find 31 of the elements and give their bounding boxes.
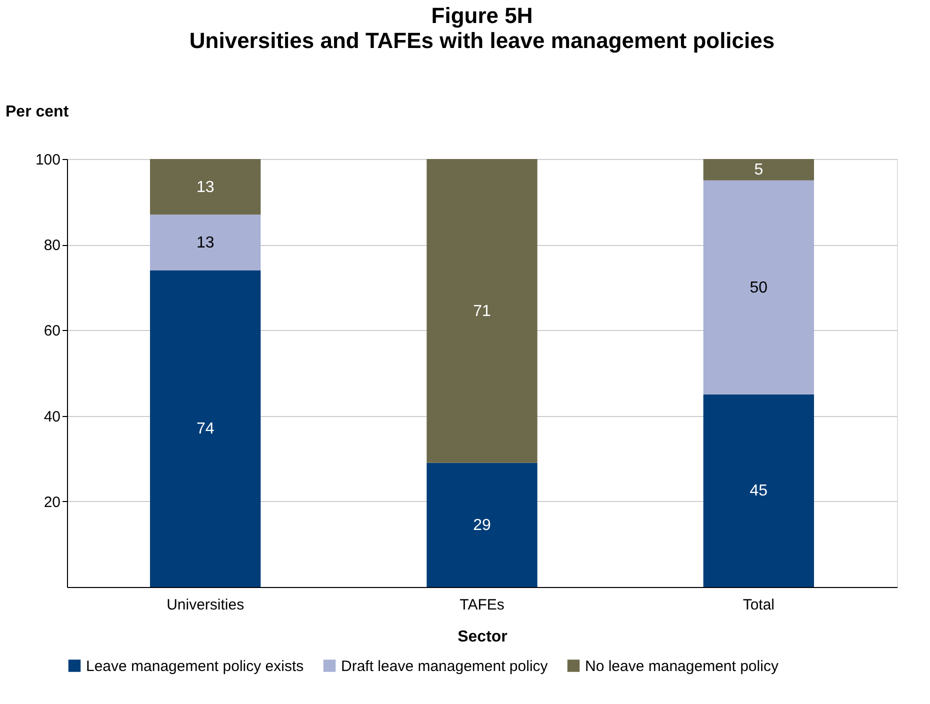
bar — [426, 159, 538, 463]
y-tick-label: 40 — [44, 408, 60, 426]
bar — [150, 214, 261, 270]
bar — [150, 270, 261, 587]
chart-subtitle: Universities and TAFEs with leave management policies — [189, 28, 775, 53]
bar — [703, 159, 814, 180]
data-label: 13 — [196, 234, 214, 252]
legend-label: No leave management policy — [585, 658, 779, 675]
y-tick-label: 80 — [44, 237, 60, 254]
y-axis-title: Per cent — [6, 104, 70, 120]
bar — [703, 180, 814, 394]
chart-title: Figure 5H — [431, 3, 533, 28]
y-tick-label: 20 — [44, 494, 60, 511]
legend-label: Draft leave management policy — [341, 658, 548, 675]
data-label: 13 — [196, 178, 214, 196]
data-label: 74 — [196, 420, 214, 438]
data-label: 29 — [473, 516, 491, 534]
x-tick-label: Total — [742, 596, 775, 614]
x-axis-title: Sector — [458, 628, 508, 646]
bar — [150, 159, 261, 215]
y-tick-label: 100 — [35, 152, 60, 168]
bar — [426, 462, 538, 587]
data-label: 71 — [473, 302, 491, 320]
data-label: 50 — [750, 279, 768, 296]
x-tick-label: TAFEs — [460, 596, 504, 614]
y-tick-label: 60 — [44, 322, 60, 340]
data-label: 45 — [750, 482, 768, 500]
data-label: 5 — [754, 162, 764, 179]
legend-label: Leave management policy exists — [86, 658, 304, 675]
bar — [703, 394, 814, 587]
x-tick-label: Universities — [166, 596, 244, 614]
